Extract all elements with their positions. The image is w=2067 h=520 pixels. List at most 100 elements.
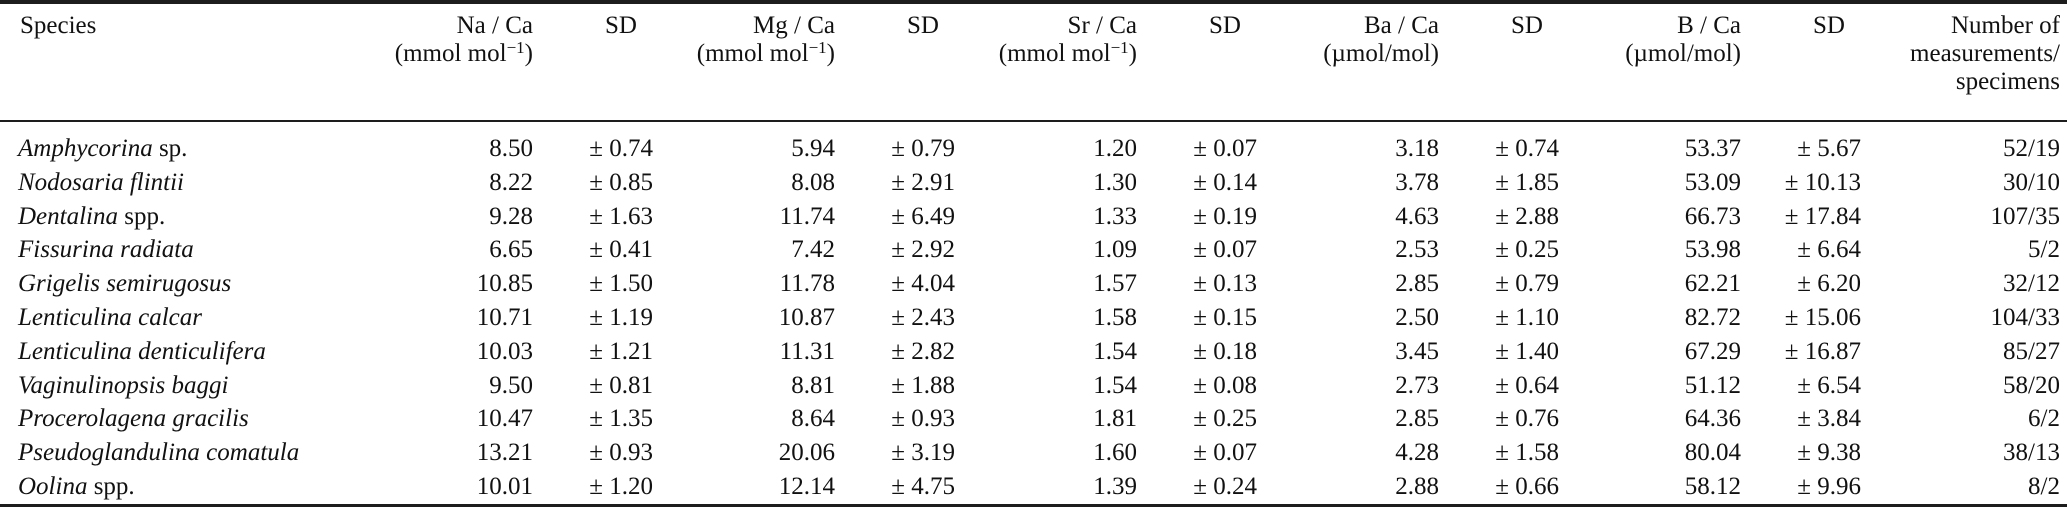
n-measurements-cell: 104/33 [1990,303,2060,331]
col-header-sd-na: SD [533,2,653,122]
geochemistry-species-table: Species Na / Ca (mmol mol−1) SD Mg / Ca … [0,0,2067,507]
ba-ca-cell: 3.78 [1395,168,1439,196]
sr-ca-cell: 1.09 [1093,236,1137,264]
mg-sd-cell: ± 1.88 [891,371,955,399]
sr-ca-cell: 1.58 [1093,303,1137,331]
ba-sd-cell: ± 1.85 [1495,168,1559,196]
species-cell: Oolina spp. [18,472,135,500]
table-row: Amphycorina sp. 8.50 ± 0.74 5.94 ± 0.79 … [0,121,2067,166]
b-ca-unit: (µmol/mol) [1625,40,1741,67]
na-ca-cell: 8.50 [489,135,533,162]
sr-sd-cell: ± 0.24 [1193,472,1257,500]
b-sd-cell: ± 9.96 [1797,472,1861,500]
ba-ca-cell: 2.85 [1395,270,1439,298]
na-ca-cell: 9.50 [489,371,533,399]
sr-ca-cell: 1.57 [1093,270,1137,298]
ba-sd-cell: ± 0.64 [1495,371,1559,399]
mg-ca-unit: (mmol mol−1) [696,38,835,67]
col-header-sd-b: SD [1741,2,1861,122]
mg-ca-cell: 10.87 [778,303,835,331]
ba-sd-cell: ± 0.25 [1495,236,1559,264]
na-ca-cell: 10.01 [476,472,533,500]
sr-sd-cell: ± 0.07 [1193,135,1257,162]
sr-sd-cell: ± 0.13 [1193,270,1257,298]
ba-sd-cell: ± 0.74 [1495,135,1559,162]
b-sd-cell: ± 6.64 [1797,236,1861,264]
na-sd-cell: ± 1.35 [589,405,653,433]
na-ca-cell: 10.03 [476,337,533,365]
ba-ca-label: Ba / Ca [1364,12,1439,39]
sr-sd-cell: ± 0.07 [1193,439,1257,467]
n-measurements-cell: 30/10 [2003,168,2060,196]
b-ca-cell: 53.98 [1684,236,1741,264]
na-ca-unit: (mmol mol−1) [394,38,533,67]
b-ca-label: B / Ca [1677,12,1741,39]
b-ca-cell: 53.09 [1684,168,1741,196]
table-row: Grigelis semirugosus 10.85 ± 1.50 11.78 … [0,267,2067,301]
na-ca-label: Na / Ca [456,12,533,39]
table-row: Dentalina spp. 9.28 ± 1.63 11.74 ± 6.49 … [0,200,2067,234]
mg-sd-cell: ± 2.43 [891,303,955,331]
b-sd-cell: ± 10.13 [1784,168,1861,196]
col-header-species: Species [0,2,373,122]
sr-sd-cell: ± 0.19 [1193,202,1257,230]
n-measurements-cell: 107/35 [1990,202,2060,230]
col-header-n-measurements: Number of measurements/ specimens [1861,2,2067,122]
sr-ca-cell: 1.33 [1093,202,1137,230]
n-measurements-cell: 38/13 [2003,439,2060,467]
sr-ca-cell: 1.60 [1093,439,1137,467]
na-ca-cell: 9.28 [489,202,533,230]
mg-sd-cell: ± 4.75 [891,472,955,500]
na-ca-cell: 10.85 [476,270,533,298]
ba-sd-cell: ± 1.10 [1495,303,1559,331]
na-ca-cell: 6.65 [489,236,533,264]
ba-ca-cell: 3.45 [1395,337,1439,365]
species-cell: Vaginulinopsis baggi [18,371,229,399]
na-ca-cell: 10.71 [476,303,533,331]
species-cell: Amphycorina sp. [18,135,188,162]
sr-ca-cell: 1.20 [1093,135,1137,162]
ba-ca-cell: 2.73 [1395,371,1439,399]
mg-sd-cell: ± 0.93 [891,405,955,433]
b-ca-cell: 53.37 [1684,135,1741,162]
b-sd-cell: ± 17.84 [1784,202,1861,230]
ba-sd-cell: ± 0.66 [1495,472,1559,500]
b-sd-cell: ± 5.67 [1797,135,1861,162]
species-cell: Dentalina spp. [18,202,166,230]
ba-ca-cell: 3.18 [1395,135,1439,162]
col-header-na-ca: Na / Ca (mmol mol−1) [373,2,533,122]
b-ca-cell: 82.72 [1684,303,1741,331]
table-row: Lenticulina calcar 10.71 ± 1.19 10.87 ± … [0,301,2067,335]
table-row: Lenticulina denticulifera 10.03 ± 1.21 1… [0,335,2067,369]
b-ca-cell: 67.29 [1684,337,1741,365]
na-sd-cell: ± 1.50 [589,270,653,298]
table-row: Oolina spp. 10.01 ± 1.20 12.14 ± 4.75 1.… [0,470,2067,505]
col-header-sd-mg: SD [835,2,955,122]
ba-ca-unit: (µmol/mol) [1323,40,1439,67]
sr-ca-cell: 1.81 [1093,405,1137,433]
ba-ca-cell: 2.88 [1395,472,1439,500]
col-header-mg-ca: Mg / Ca (mmol mol−1) [653,2,835,122]
mg-ca-cell: 11.78 [779,270,835,298]
species-cell: Grigelis semirugosus [18,270,232,298]
species-header-label: Species [20,12,97,39]
na-sd-cell: ± 1.19 [589,303,653,331]
mg-ca-cell: 8.81 [791,371,835,399]
na-ca-cell: 13.21 [476,439,533,467]
ba-ca-cell: 2.50 [1395,303,1439,331]
b-sd-cell: ± 6.54 [1797,371,1861,399]
ba-sd-cell: ± 1.58 [1495,439,1559,467]
sr-sd-cell: ± 0.15 [1193,303,1257,331]
mg-sd-cell: ± 2.91 [891,168,955,196]
b-ca-cell: 62.21 [1684,270,1741,298]
ba-sd-cell: ± 2.88 [1495,202,1559,230]
b-ca-cell: 80.04 [1684,439,1741,467]
mg-sd-cell: ± 2.82 [891,337,955,365]
mg-ca-cell: 7.42 [791,236,835,264]
ba-ca-cell: 2.53 [1395,236,1439,264]
ba-sd-cell: ± 0.76 [1495,405,1559,433]
mg-ca-cell: 5.94 [791,135,835,162]
b-ca-cell: 66.73 [1684,202,1741,230]
ba-sd-cell: ± 1.40 [1495,337,1559,365]
sr-sd-cell: ± 0.08 [1193,371,1257,399]
